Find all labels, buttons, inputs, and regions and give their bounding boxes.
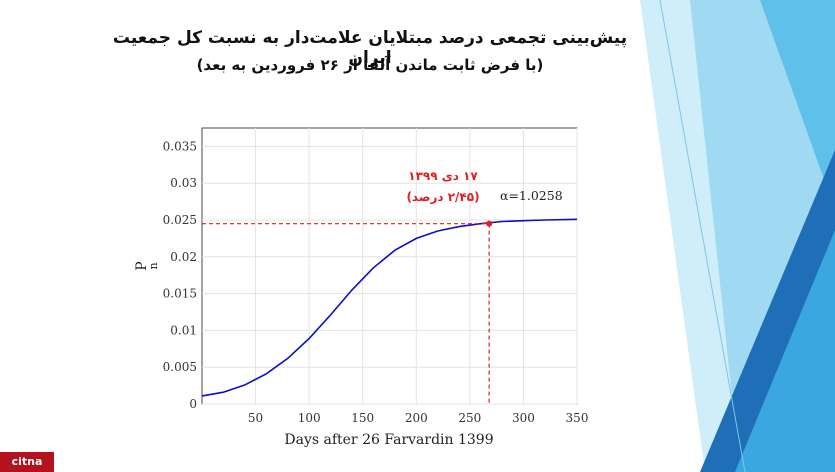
x-tick-label: 100 <box>298 411 321 425</box>
y-axis-label-group: P n <box>134 261 160 270</box>
y-tick-label: 0 <box>189 397 197 411</box>
y-tick-label: 0.02 <box>170 250 197 264</box>
alpha-annotation: α=1.0258 <box>500 188 563 203</box>
marker-point <box>486 220 493 227</box>
x-axis-label: Days after 26 Farvardin 1399 <box>284 432 493 448</box>
brand-logo: citna <box>0 452 54 472</box>
date-annotation: ۱۷ دی ۱۳۹۹ <box>408 169 478 183</box>
x-tick-label: 150 <box>351 411 374 425</box>
series-line <box>201 218 578 397</box>
y-tick-label: 0.025 <box>163 213 197 227</box>
y-axis-label: P <box>134 261 150 270</box>
x-tick-label: 250 <box>458 411 481 425</box>
decor-panel-bright <box>735 230 835 472</box>
y-tick-label: 0.005 <box>163 360 197 374</box>
y-tick-label: 0.03 <box>170 176 197 190</box>
x-tick-label: 300 <box>512 411 535 425</box>
decor-panel-tri <box>760 0 835 210</box>
y-tick-label: 0.01 <box>170 323 197 337</box>
y-tick-label: 0.035 <box>163 139 197 153</box>
decor-line <box>659 0 746 472</box>
guide-lines <box>202 220 493 404</box>
series-group <box>201 218 578 397</box>
y-axis-label-subscript: n <box>147 262 160 269</box>
x-tick-label: 200 <box>405 411 428 425</box>
percent-annotation: (۲/۴۵ درصد) <box>406 190 479 204</box>
plot-area <box>201 127 578 405</box>
x-tick-label: 50 <box>248 411 263 425</box>
slide-title: پیش‌بینی تجمعی درصد مبتلایان علامت‌دار ب… <box>112 28 628 68</box>
tick-labels: 50 100 150 200 250 300 350 0 0.005 0.01 0.015 0.02 0… <box>163 139 589 425</box>
y-tick-label: 0.015 <box>163 287 197 301</box>
slide-subtitle: (با فرض ثابت ماندن آلفا از ۲۶ فروردین به… <box>196 56 544 74</box>
grid <box>202 128 578 405</box>
x-tick-label: 350 <box>566 411 589 425</box>
